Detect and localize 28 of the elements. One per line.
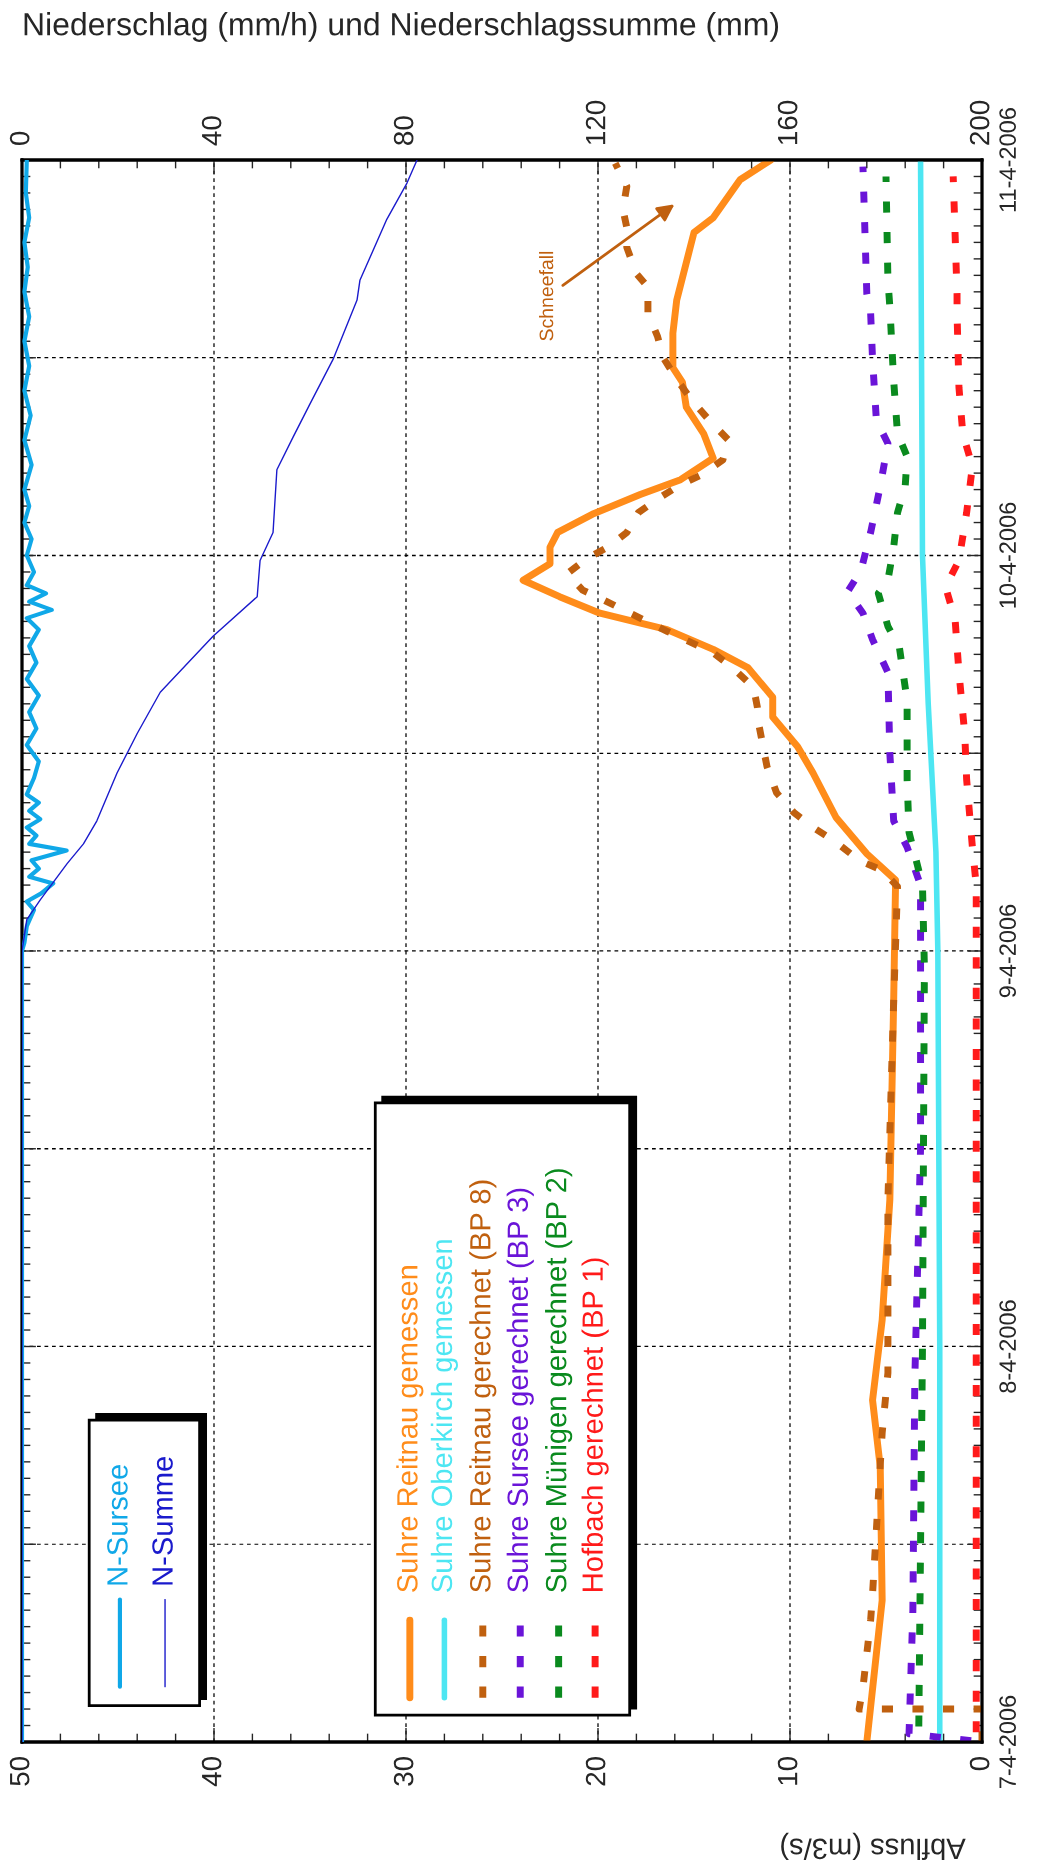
x2-tick-label: 160 <box>777 100 798 144</box>
y-tick-label: 9-4-2006 <box>999 904 1017 998</box>
y-tick-label: 11-4-2006 <box>999 108 1017 212</box>
text: N-Summe <box>152 1457 173 1585</box>
text: Suhre Sursee gerechnet (BP 3) <box>506 1188 534 1592</box>
x-tick-label: 50 <box>9 1756 30 1786</box>
text: Hofbach gerechnet (BP 1) <box>581 1258 609 1591</box>
x-tick-label: 10 <box>777 1756 798 1785</box>
x-tick-label: 20 <box>585 1756 606 1786</box>
text: N-Sursee <box>107 1465 128 1585</box>
x2-axis-title: Niederschlag (mm/h) und Niederschlagssumme (mm) <box>24 12 779 42</box>
x-tick-label: 40 <box>201 1756 222 1787</box>
x-tick-label: 0 <box>969 1756 990 1771</box>
y-tick-label: 10-4-2006 <box>999 502 1017 608</box>
x-tick-label: 30 <box>393 1756 414 1786</box>
annotation: Schneefall <box>539 251 554 341</box>
text: Suhre Münigen gerechnet (BP 2) <box>545 1169 573 1592</box>
text: Suhre Oberkirch gemessen <box>430 1240 458 1592</box>
x2-tick-label: 0 <box>9 131 30 146</box>
y-tick-label: 8-4-2006 <box>999 1300 1017 1393</box>
x2-tick-label: 200 <box>969 100 990 145</box>
x-axis-title: Abfluss (m3/s) <box>781 1832 966 1861</box>
x2-tick-label: 40 <box>201 116 222 146</box>
x2-tick-label: 80 <box>393 116 414 145</box>
x2-tick-label: 120 <box>585 100 606 144</box>
text: Suhre Reitnau gerechnet (BP 8) <box>469 1180 497 1592</box>
y-tick-label: 7-4-2006 <box>999 1695 1017 1789</box>
text: Suhre Reitnau gemessen <box>396 1266 424 1592</box>
